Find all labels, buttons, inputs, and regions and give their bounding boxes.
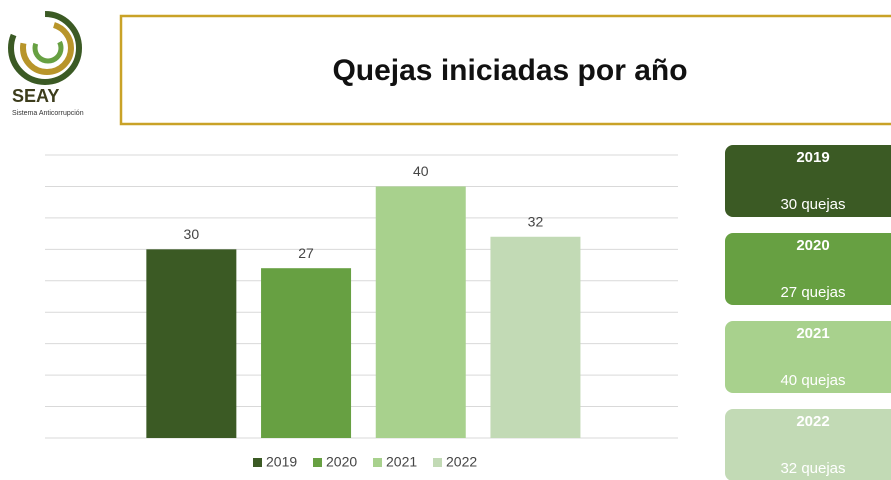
logo-subtitle: Sistema Anticorrupción xyxy=(12,110,84,117)
logo-ring xyxy=(32,32,64,64)
card-value: 27 quejas xyxy=(780,284,845,301)
legend-swatch xyxy=(253,458,262,467)
bar xyxy=(490,236,581,438)
card-value: 32 quejas xyxy=(780,460,845,477)
data-label: 27 xyxy=(298,245,314,261)
card-year: 2020 xyxy=(796,237,829,254)
year-card xyxy=(725,233,891,305)
legend-label: 2021 xyxy=(386,454,417,470)
data-label: 30 xyxy=(184,226,200,242)
logo-ring xyxy=(8,11,82,85)
chart-title: Quejas iniciadas por año xyxy=(332,54,687,87)
bar xyxy=(146,249,237,438)
year-card xyxy=(725,321,891,393)
legend-swatch xyxy=(313,458,322,467)
card-year: 2022 xyxy=(796,413,829,430)
data-label: 40 xyxy=(413,163,429,179)
card-value: 30 quejas xyxy=(780,196,845,213)
year-card xyxy=(725,145,891,217)
legend-label: 2019 xyxy=(266,454,297,470)
card-year: 2021 xyxy=(796,325,829,342)
bar xyxy=(261,268,352,438)
card-year: 2019 xyxy=(796,149,829,166)
legend-label: 2020 xyxy=(326,454,357,470)
data-label: 32 xyxy=(528,213,544,229)
logo: SEAY Sistema Anticorrupción xyxy=(8,11,84,117)
year-card xyxy=(725,409,891,480)
card-value: 40 quejas xyxy=(780,372,845,389)
bar xyxy=(375,186,466,438)
legend-label: 2022 xyxy=(446,454,477,470)
legend-swatch xyxy=(373,458,382,467)
legend-swatch xyxy=(433,458,442,467)
title-box xyxy=(119,14,891,126)
logo-ring xyxy=(20,21,74,75)
logo-name: SEAY xyxy=(12,86,59,106)
